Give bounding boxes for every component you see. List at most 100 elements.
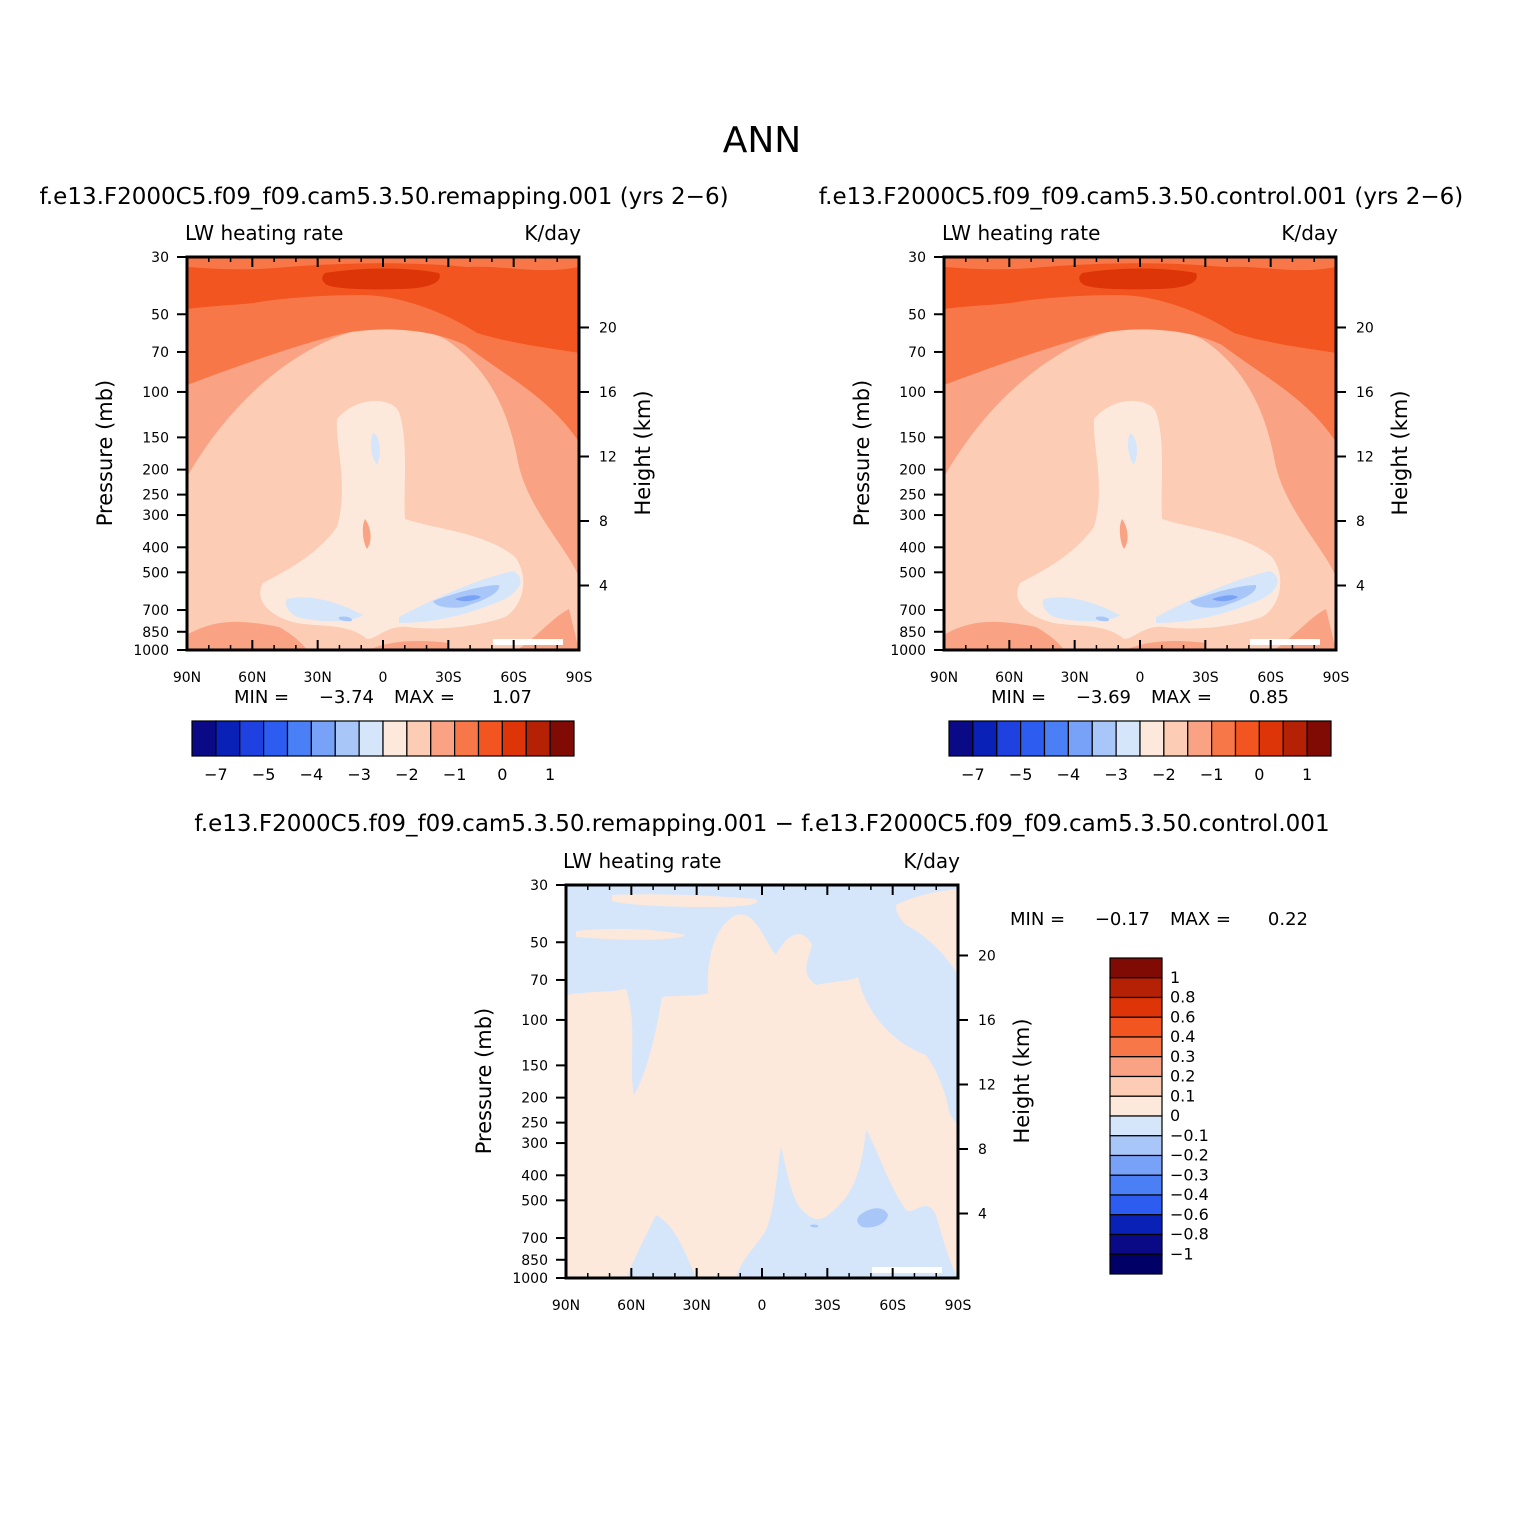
colorbar: 10.80.60.40.30.20.10−0.1−0.2−0.3−0.4−0.6… — [1109, 957, 1209, 1275]
contour-level-2-to-3-cap — [944, 257, 1336, 271]
missing-data-patch — [872, 1267, 942, 1273]
colorbar-label: 0.8 — [1170, 988, 1195, 1007]
colorbar-box — [1109, 1036, 1163, 1058]
contour-level-minus4-to-minus5 — [455, 595, 481, 602]
colorbar-box — [1091, 720, 1117, 757]
colorbar-box — [1109, 1056, 1163, 1078]
y2-tick-label: 16 — [978, 1013, 996, 1029]
x-tick-label: 30S — [814, 1298, 841, 1314]
colorbar-label: 0.6 — [1170, 1007, 1195, 1026]
colorbar-box — [501, 720, 527, 757]
y-tick-label: 850 — [142, 625, 169, 641]
y-tick-label: 1000 — [133, 643, 169, 659]
y-tick-label: 150 — [521, 1058, 548, 1074]
y2-tick-label: 8 — [978, 1142, 987, 1158]
colorbar-box — [334, 720, 360, 757]
y-axis-label: Pressure (mb) — [472, 1008, 496, 1155]
colorbar-box — [1109, 1233, 1163, 1255]
colorbar-label: −1 — [1200, 765, 1224, 784]
colorbar-box — [1115, 720, 1141, 757]
y-tick-label: 50 — [530, 935, 548, 951]
colorbar-label: 1 — [545, 765, 555, 784]
colorbar-label: 0.2 — [1170, 1067, 1195, 1086]
colorbar-label: −5 — [1009, 765, 1033, 784]
axes: 90N 60N 30N 0 30S 60S 90S 30 50 70 100 150 200 250 300… — [512, 878, 996, 1314]
colorbar-box — [525, 720, 551, 757]
contour-level-minus3-to-minus4 — [338, 585, 500, 622]
colorbar-box — [1109, 1075, 1163, 1097]
missing-data-patch — [493, 639, 563, 645]
contour-level-2-to-3 — [944, 257, 1336, 353]
x-tick-label: 60S — [879, 1298, 906, 1314]
y-tick-label: 400 — [521, 1168, 548, 1184]
contour-level-2-to-3 — [187, 257, 579, 353]
y2-tick-label: 20 — [1356, 320, 1374, 336]
y2-tick-label: 16 — [1356, 385, 1374, 401]
contour-surface-warm — [187, 515, 579, 650]
colorbar-label: −2 — [395, 765, 419, 784]
y2-tick-label: 4 — [1356, 578, 1365, 594]
y-tick-label: 200 — [521, 1091, 548, 1107]
x-tick-label: 90N — [930, 670, 958, 686]
y2-tick-label: 12 — [599, 449, 617, 465]
colorbar-box — [1211, 720, 1237, 757]
y-tick-label: 70 — [151, 345, 169, 361]
y2-tick-label: 20 — [599, 320, 617, 336]
y-tick-label: 50 — [908, 307, 926, 323]
y-tick-label: 100 — [899, 385, 926, 401]
x-tick-label: 60N — [995, 670, 1023, 686]
y-tick-label: 700 — [142, 603, 169, 619]
colorbar-label: −7 — [204, 765, 228, 784]
y-tick-label: 300 — [899, 508, 926, 524]
colorbar-box — [1187, 720, 1213, 757]
colorbar-box — [1306, 720, 1332, 757]
colorbar-box — [1109, 996, 1163, 1018]
colorbar-label: 1 — [1302, 765, 1312, 784]
variable-name: LW heating rate — [185, 221, 343, 245]
colorbar-box — [430, 720, 456, 757]
y-tick-label: 500 — [142, 565, 169, 581]
y-tick-label: 30 — [908, 250, 926, 266]
colorbar-box — [1109, 1016, 1163, 1038]
x-tick-label: 0 — [1136, 670, 1145, 686]
axes: 90N 60N 30N 0 30S 60S 90S 30 50 70 100 150 200 250 300… — [890, 250, 1374, 686]
panel-control: f.e13.F2000C5.f09_f09.cam5.3.50.control.… — [819, 184, 1463, 784]
max-label: MAX = — [394, 687, 455, 708]
colorbar-label: −1 — [1170, 1244, 1194, 1263]
colorbar-label: −0.6 — [1170, 1205, 1209, 1224]
x-tick-label: 90N — [173, 670, 201, 686]
colorbar-box — [191, 720, 217, 757]
colorbar-box — [1139, 720, 1165, 757]
colorbar-label: −4 — [300, 765, 324, 784]
y-tick-label: 200 — [899, 463, 926, 479]
colorbar-box — [406, 720, 432, 757]
colorbar-box — [1282, 720, 1308, 757]
y2-tick-label: 12 — [1356, 449, 1374, 465]
y2-axis-label: Height (km) — [631, 390, 655, 515]
y2-tick-label: 8 — [1356, 514, 1365, 530]
y-tick-label: 150 — [142, 430, 169, 446]
y2-tick-label: 8 — [599, 514, 608, 530]
colorbar-box — [1109, 1174, 1163, 1196]
colorbar-label: −0.3 — [1170, 1165, 1209, 1184]
x-tick-label: 30S — [435, 670, 462, 686]
colorbar-label: −3 — [1104, 765, 1128, 784]
y-tick-label: 850 — [899, 625, 926, 641]
y-tick-label: 1000 — [890, 643, 926, 659]
colorbar-label: −5 — [252, 765, 276, 784]
contour-level-minus2-to-minus3 — [285, 433, 521, 623]
colorbar-label: −0.4 — [1170, 1185, 1209, 1204]
case-title: f.e13.F2000C5.f09_f09.cam5.3.50.remappin… — [39, 184, 728, 210]
contour-level-minus1-to-minus2 — [260, 400, 524, 639]
y-tick-label: 700 — [521, 1231, 548, 1247]
colorbar-label: −0.8 — [1170, 1225, 1209, 1244]
x-tick-label: 90S — [1323, 670, 1350, 686]
contour-level-0-to-0.1 — [566, 914, 958, 1278]
x-tick-label: 60S — [500, 670, 527, 686]
contour-plot — [564, 883, 960, 1280]
y-tick-label: 100 — [521, 1013, 548, 1029]
contour-level-minus3-to-minus4 — [1095, 585, 1257, 622]
colorbar-box — [1109, 1115, 1163, 1137]
min-value: −3.74 — [319, 687, 374, 708]
